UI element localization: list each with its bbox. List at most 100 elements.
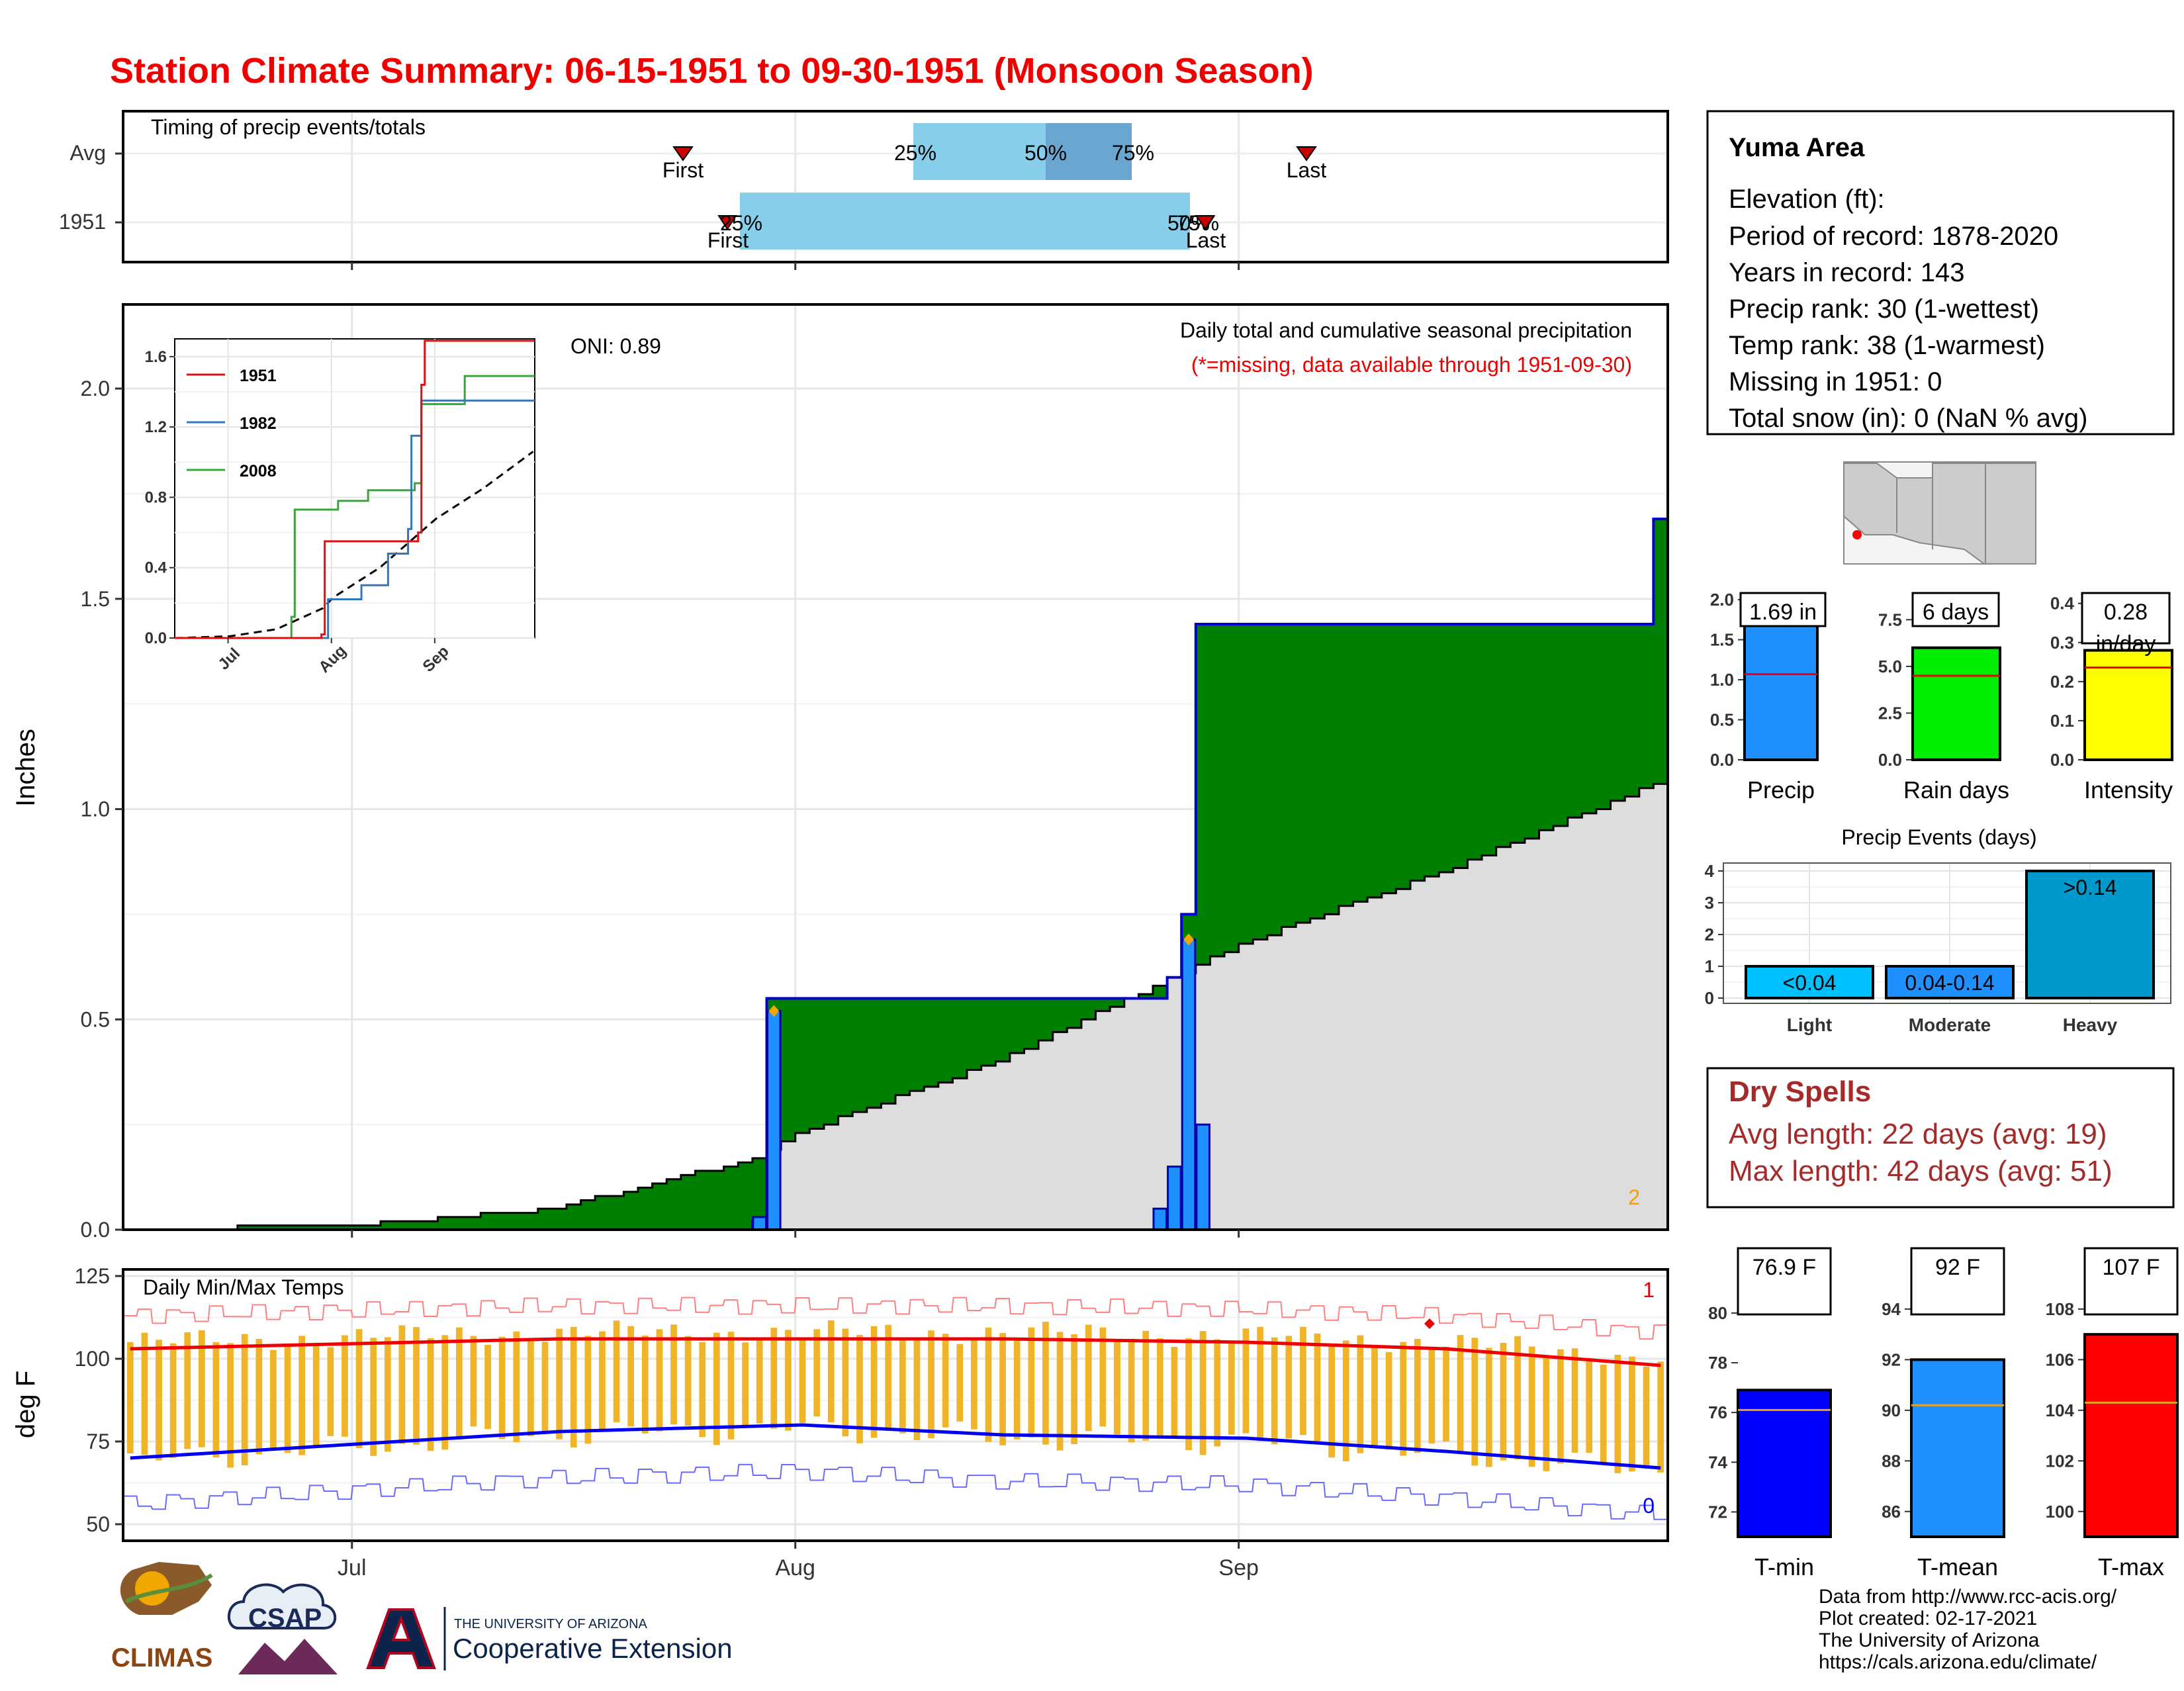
daily-temp-range-bar xyxy=(970,1338,978,1430)
daily-temp-range-bar xyxy=(1257,1326,1263,1441)
daily-temp-range-bar xyxy=(1414,1339,1421,1453)
daily-temp-range-bar xyxy=(1342,1340,1349,1461)
gauge-tick-label: 0.5 xyxy=(1710,710,1734,730)
precip-events-chart: Precip Events (days) <0.04 0.04-0.14 >0.14… xyxy=(1705,825,2171,1035)
gauge-value-box xyxy=(1739,592,1827,627)
daily-temp-range-bar xyxy=(398,1325,406,1444)
dry-spells-max: Max length: 42 days (avg: 51) xyxy=(1729,1155,2113,1187)
daily-temp-range-bar xyxy=(856,1334,863,1443)
events-bar-label: >0.14 xyxy=(2064,876,2117,899)
daily-temp-range-bar xyxy=(770,1328,778,1429)
temps-title: Daily Min/Max Temps xyxy=(143,1275,343,1299)
daily-temp-range-bar xyxy=(1657,1361,1664,1473)
station-snow: Total snow (in): 0 (NaN % avg) xyxy=(1729,404,2087,433)
intensity-gauge: 0.0 0.1 0.2 0.3 0.4 0.28 in/day Intensity xyxy=(2050,592,2173,803)
daily-temp-range-bar xyxy=(684,1336,692,1426)
station-name: Yuma Area xyxy=(1729,133,1865,162)
gauge-label: T-min xyxy=(1754,1553,1814,1580)
daily-temp-range-bar xyxy=(570,1326,577,1447)
avg-iqr-box-low xyxy=(913,123,1046,180)
gauge-value-text: 0.28 xyxy=(2104,600,2148,625)
gauge-label: Intensity xyxy=(2084,776,2173,803)
y-tick-label: 1.0 xyxy=(81,798,110,821)
average-min-line xyxy=(130,1423,1661,1470)
events-title: Precip Events (days) xyxy=(1841,825,2036,849)
daily-temp-range-bar xyxy=(999,1333,1006,1445)
y1951-iqr-box xyxy=(740,193,1190,250)
daily-temp-range-bar xyxy=(1185,1338,1192,1451)
daily-temp-range-bar xyxy=(1371,1346,1378,1447)
gauge-tick-label: 104 xyxy=(2046,1400,2075,1420)
daily-temp-range-bar xyxy=(1571,1348,1578,1453)
gauge-tick-label: 0.0 xyxy=(2050,750,2074,770)
daily-temp-range-bar xyxy=(484,1344,491,1430)
inset-y-tick-label: 0.4 xyxy=(145,559,167,577)
daily-temp-range-bar xyxy=(1443,1346,1449,1442)
gauge-tick-label: 0.0 xyxy=(1878,750,1902,770)
gauge-label: T-max xyxy=(2098,1553,2164,1580)
gauge-value-text: 1.69 in xyxy=(1749,600,1817,625)
ua-logo-top-text: THE UNIVERSITY OF ARIZONA xyxy=(454,1617,648,1631)
gauge-tick-label: 94 xyxy=(1882,1299,1901,1319)
temps-y-tick-label: 125 xyxy=(75,1264,110,1288)
gauge-tick-label: 72 xyxy=(1708,1502,1727,1522)
oni-label: ONI: 0.89 xyxy=(570,334,661,358)
ua-a-icon xyxy=(366,1608,436,1669)
daily-temp-range-bar xyxy=(727,1332,735,1440)
daily-temp-range-bar xyxy=(441,1335,449,1450)
gauge-tick-label: 86 xyxy=(1882,1502,1901,1522)
daily-temp-range-bar xyxy=(699,1342,706,1438)
y1951-first-marker xyxy=(717,215,737,230)
daily-temp-range-bar xyxy=(985,1327,992,1442)
daily-temp-range-bar xyxy=(1228,1341,1235,1435)
tmean-gauge: 86 88 90 92 94 92 F T-mean xyxy=(1882,1247,2005,1580)
daily-temp-range-bar xyxy=(1042,1322,1049,1445)
daily-temp-range-bar xyxy=(1543,1355,1550,1471)
daily-temp-range-bar xyxy=(1071,1334,1078,1444)
map-state-borders xyxy=(1896,463,1986,564)
gauge-fill-bar xyxy=(1737,1389,1832,1539)
daily-precip-bar xyxy=(752,1216,768,1231)
gauge-tick-label: 1.5 xyxy=(1710,630,1734,650)
station-temp-rank: Temp rank: 38 (1-warmest) xyxy=(1729,331,2045,360)
station-box-frame xyxy=(1706,110,2175,435)
y1951-q25-label: 25% xyxy=(720,211,762,235)
inset-bg xyxy=(174,338,535,639)
climas-sun-icon xyxy=(135,1571,169,1606)
gauge-tick-label: 76 xyxy=(1708,1402,1727,1422)
daily-temp-range-bar xyxy=(1614,1354,1621,1473)
gauge-tick-label: 78 xyxy=(1708,1353,1727,1373)
gauge-tick-label: 0.2 xyxy=(2050,672,2074,692)
credit-plot-date: Plot created: 02-17-2021 xyxy=(1819,1608,2037,1629)
daily-temp-range-bar xyxy=(1328,1345,1336,1458)
daily-temp-range-bar xyxy=(1357,1335,1364,1453)
gauge-tick-label: 88 xyxy=(1882,1451,1901,1471)
gauge-fill-bar xyxy=(1743,623,1819,761)
daily-temp-range-bar xyxy=(312,1342,320,1447)
gauge-tick-label: 0.3 xyxy=(2050,633,2074,653)
daily-temp-range-bar xyxy=(1471,1338,1479,1466)
daily-temp-range-bar xyxy=(227,1343,234,1468)
daily-temp-range-bar xyxy=(1013,1338,1021,1440)
daily-temp-range-bar xyxy=(141,1332,148,1455)
daily-temp-range-bar xyxy=(827,1320,835,1423)
tmin-gauge: 72 74 76 78 80 76.9 F T-min xyxy=(1708,1247,1832,1580)
daily-temp-range-bar xyxy=(1300,1326,1306,1436)
daily-value-marker xyxy=(768,1005,780,1017)
daily-temp-range-bar xyxy=(1485,1348,1492,1467)
csap-logo: CSAP xyxy=(228,1583,338,1674)
daily-precip-bar xyxy=(1167,1165,1182,1231)
avg-first-label: First xyxy=(662,158,704,182)
daily-temp-range-bar xyxy=(1271,1337,1278,1445)
events-bar xyxy=(1885,965,2015,999)
daily-temp-range-bar xyxy=(613,1320,620,1422)
legend-2008-label: 2008 xyxy=(240,462,277,480)
daily-temp-range-bar xyxy=(1171,1347,1178,1439)
timing-panel: Timing of precip events/totals Avg 1951 … xyxy=(59,110,1669,270)
record-max-count: 1 xyxy=(1643,1278,1655,1302)
avg-q50-label: 50% xyxy=(1024,141,1067,165)
station-info-box: Yuma Area Elevation (ft): Period of reco… xyxy=(1706,110,2175,435)
daily-temp-range-bar xyxy=(1285,1336,1293,1439)
map-states xyxy=(1843,463,2036,565)
daily-temp-range-bar xyxy=(928,1330,934,1439)
